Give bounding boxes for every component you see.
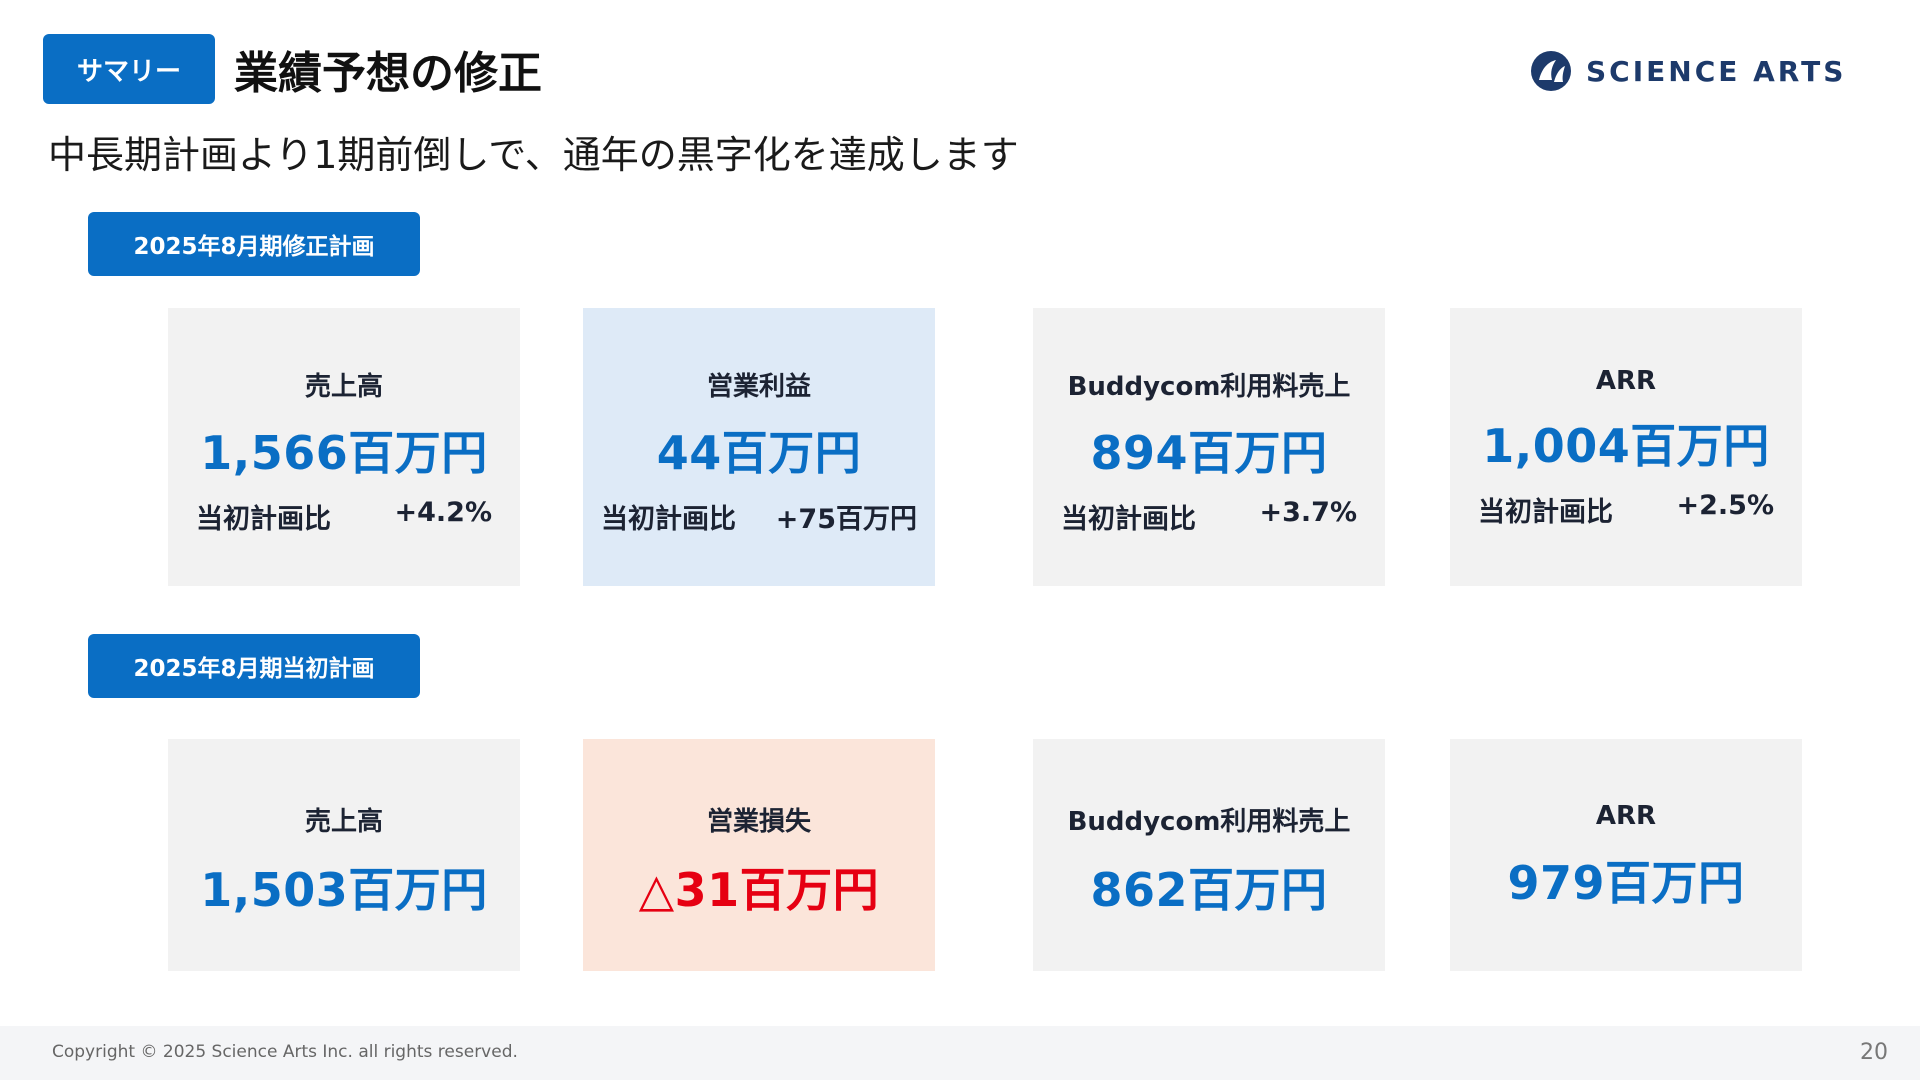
initial-plan-tag: 2025年8月期当初計画 xyxy=(88,634,420,698)
card-value: 1,503百万円 xyxy=(200,863,488,917)
logo-text: SCIENCE ARTS xyxy=(1586,54,1847,88)
page-title: 業績予想の修正 xyxy=(234,48,542,99)
card-compare: 当初計画比 +3.7% xyxy=(1061,497,1357,536)
card-label: ARR xyxy=(1595,801,1657,831)
compare-value: +3.7% xyxy=(1259,497,1357,528)
card-value: 1,004百万円 xyxy=(1482,419,1770,473)
initial-card-operating-loss: 営業損失 △31百万円 xyxy=(583,739,935,971)
card-label: 営業損失 xyxy=(706,807,811,837)
card-value: 894百万円 xyxy=(1090,426,1328,480)
card-compare: 当初計画比 +4.2% xyxy=(196,497,492,536)
page-number: 20 xyxy=(1860,1040,1888,1065)
compare-value: +4.2% xyxy=(394,497,492,528)
compare-value: +2.5% xyxy=(1676,490,1774,521)
compare-label: 当初計画比 xyxy=(196,504,331,535)
copyright: Copyright © 2025 Science Arts Inc. all r… xyxy=(52,1042,518,1062)
card-value: 44百万円 xyxy=(656,426,862,480)
card-value: 1,566百万円 xyxy=(200,426,488,480)
revised-card-operating-profit: 営業利益 44百万円 当初計画比 +75百万円 xyxy=(583,308,935,586)
initial-card-arr: ARR 979百万円 xyxy=(1450,739,1802,971)
subtitle: 中長期計画より1期前倒しで、通年の黒字化を達成します xyxy=(48,133,1019,177)
card-value: 979百万円 xyxy=(1507,856,1745,910)
footer: Copyright © 2025 Science Arts Inc. all r… xyxy=(0,1026,1920,1080)
compare-value: +75百万円 xyxy=(775,504,917,535)
card-compare: 当初計画比 +75百万円 xyxy=(601,497,917,536)
card-label: ARR xyxy=(1595,366,1657,396)
initial-card-buddycom: Buddycom利用料売上 862百万円 xyxy=(1033,739,1385,971)
card-value: 862百万円 xyxy=(1090,863,1328,917)
card-label: 売上高 xyxy=(304,372,383,402)
revised-card-arr: ARR 1,004百万円 当初計画比 +2.5% xyxy=(1450,308,1802,586)
summary-tag: サマリー xyxy=(43,34,215,104)
revised-card-buddycom: Buddycom利用料売上 894百万円 当初計画比 +3.7% xyxy=(1033,308,1385,586)
card-label: 売上高 xyxy=(304,807,383,837)
compare-label: 当初計画比 xyxy=(1061,504,1196,535)
compare-label: 当初計画比 xyxy=(601,504,736,535)
card-label: 営業利益 xyxy=(706,372,811,402)
company-logo: SCIENCE ARTS xyxy=(1530,46,1846,96)
revised-card-revenue: 売上高 1,566百万円 当初計画比 +4.2% xyxy=(168,308,520,586)
card-label: Buddycom利用料売上 xyxy=(1067,372,1351,402)
initial-card-revenue: 売上高 1,503百万円 xyxy=(168,739,520,971)
revised-plan-tag: 2025年8月期修正計画 xyxy=(88,212,420,276)
card-label: Buddycom利用料売上 xyxy=(1067,807,1351,837)
card-value: △31百万円 xyxy=(638,863,880,917)
compare-label: 当初計画比 xyxy=(1478,497,1613,528)
science-arts-logo-icon xyxy=(1531,51,1571,91)
card-compare: 当初計画比 +2.5% xyxy=(1478,490,1774,529)
